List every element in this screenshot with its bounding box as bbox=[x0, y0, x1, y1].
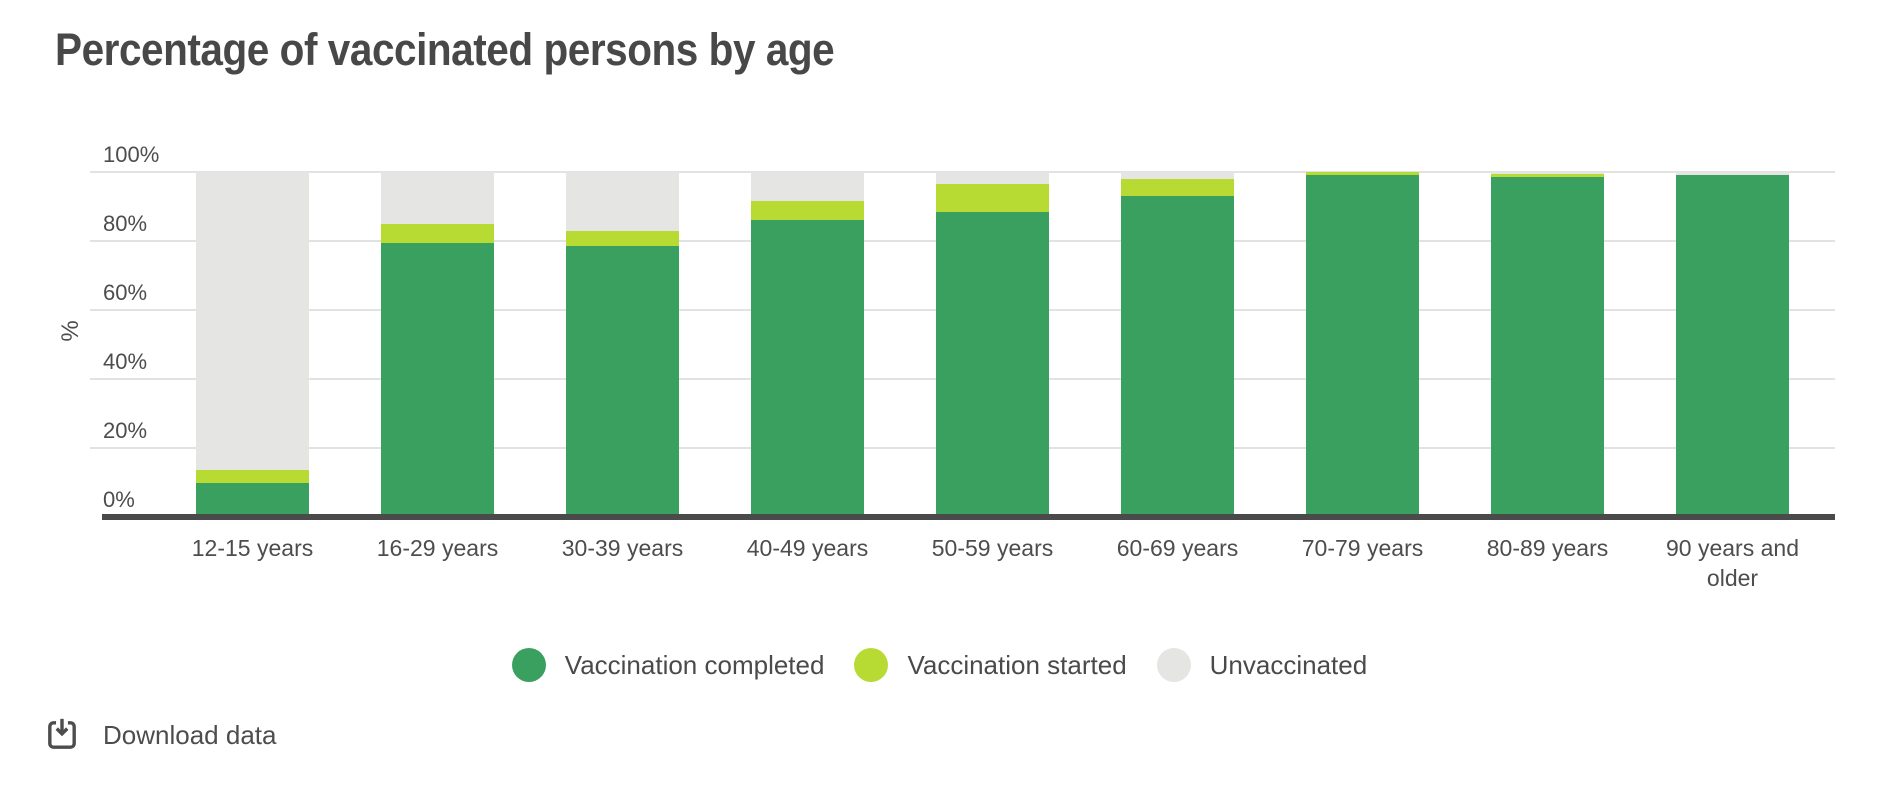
bar-segment-started[interactable] bbox=[196, 470, 309, 483]
bar-12-15-years[interactable] bbox=[196, 172, 309, 517]
bar-80-89-years[interactable] bbox=[1491, 172, 1604, 517]
y-tick-label-100: 100% bbox=[103, 142, 160, 167]
legend-label-completed: Vaccination completed bbox=[564, 649, 825, 680]
x-axis-label: 16-29 years bbox=[376, 535, 499, 561]
bar-segment-started[interactable] bbox=[1121, 178, 1234, 197]
x-axis-line bbox=[102, 514, 1835, 520]
x-axis-label: 30-39 years bbox=[561, 535, 684, 561]
bar-segment-completed[interactable] bbox=[936, 211, 1049, 517]
bar-60-69-years[interactable] bbox=[1121, 172, 1234, 517]
bar-segment-completed[interactable] bbox=[566, 246, 679, 517]
legend-item-started: Vaccination started bbox=[854, 648, 1127, 682]
bar-40-49-years[interactable] bbox=[751, 172, 864, 517]
bar-segment-completed[interactable] bbox=[1121, 196, 1234, 517]
bar-segment-unvaccinated[interactable] bbox=[1676, 172, 1789, 176]
bar-90-years-and-older[interactable] bbox=[1676, 172, 1789, 517]
download-label: Download data bbox=[103, 719, 277, 750]
y-axis-label: % bbox=[57, 320, 84, 342]
y-tick-label-0: 0% bbox=[103, 487, 135, 512]
x-axis-label: 40-49 years bbox=[746, 535, 869, 561]
bar-segment-started[interactable] bbox=[566, 230, 679, 247]
bar-16-29-years[interactable] bbox=[381, 172, 494, 517]
bar-30-39-years[interactable] bbox=[566, 172, 679, 517]
legend-label-unvaccinated: Unvaccinated bbox=[1209, 649, 1368, 680]
x-axis-label: 12-15 years bbox=[191, 535, 314, 561]
x-axis-label: 80-89 years bbox=[1486, 535, 1609, 561]
legend-swatch-completed-icon bbox=[511, 648, 546, 682]
bar-segment-completed[interactable] bbox=[196, 482, 309, 517]
x-axis-label: 50-59 years bbox=[931, 535, 1054, 561]
bar-segment-unvaccinated[interactable] bbox=[566, 172, 679, 231]
gridline-100 bbox=[90, 171, 1835, 173]
bar-segment-unvaccinated[interactable] bbox=[196, 172, 309, 471]
bar-segment-unvaccinated[interactable] bbox=[381, 172, 494, 224]
x-axis-label: 60-69 years bbox=[1116, 535, 1239, 561]
legend-label-started: Vaccination started bbox=[907, 649, 1127, 680]
legend-swatch-unvaccinated-icon bbox=[1156, 648, 1191, 682]
bar-segment-completed[interactable] bbox=[1306, 175, 1419, 517]
legend-item-unvaccinated: Unvaccinated bbox=[1156, 648, 1368, 682]
bar-segment-completed[interactable] bbox=[1491, 177, 1604, 517]
bar-segment-unvaccinated[interactable] bbox=[751, 172, 864, 202]
bar-segment-unvaccinated[interactable] bbox=[1121, 172, 1234, 179]
x-axis-label: 90 years and older bbox=[1666, 535, 1799, 591]
y-tick-label-20: 20% bbox=[103, 418, 148, 443]
bar-segment-completed[interactable] bbox=[751, 220, 864, 517]
legend-item-completed: Vaccination completed bbox=[511, 648, 825, 682]
bar-segment-unvaccinated[interactable] bbox=[936, 172, 1049, 185]
bar-segment-started[interactable] bbox=[936, 184, 1049, 212]
x-axis-label: 70-79 years bbox=[1301, 535, 1424, 561]
bar-segment-started[interactable] bbox=[1306, 172, 1419, 176]
download-data-button[interactable]: Download data bbox=[45, 718, 276, 752]
plot-area: % 0% 20% 40% 60% 80% 100% 12-15 years 16-29 yea… bbox=[57, 142, 1835, 591]
bar-segment-started[interactable] bbox=[1491, 173, 1604, 178]
bar-70-79-years[interactable] bbox=[1306, 172, 1419, 517]
bar-segment-unvaccinated[interactable] bbox=[1491, 172, 1604, 174]
bar-segment-completed[interactable] bbox=[1676, 175, 1789, 517]
bar-50-59-years[interactable] bbox=[936, 172, 1049, 517]
chart-title: Percentage of vaccinated persons by age bbox=[55, 24, 835, 75]
bar-segment-started[interactable] bbox=[381, 223, 494, 243]
legend: Vaccination completed Vaccination started… bbox=[0, 648, 1879, 682]
legend-swatch-started-icon bbox=[854, 648, 889, 682]
bar-segment-started[interactable] bbox=[751, 201, 864, 221]
y-tick-label-40: 40% bbox=[103, 349, 148, 374]
download-icon bbox=[45, 718, 79, 752]
y-tick-label-60: 60% bbox=[103, 280, 148, 305]
y-tick-label-80: 80% bbox=[103, 211, 148, 236]
bar-segment-completed[interactable] bbox=[381, 242, 494, 517]
